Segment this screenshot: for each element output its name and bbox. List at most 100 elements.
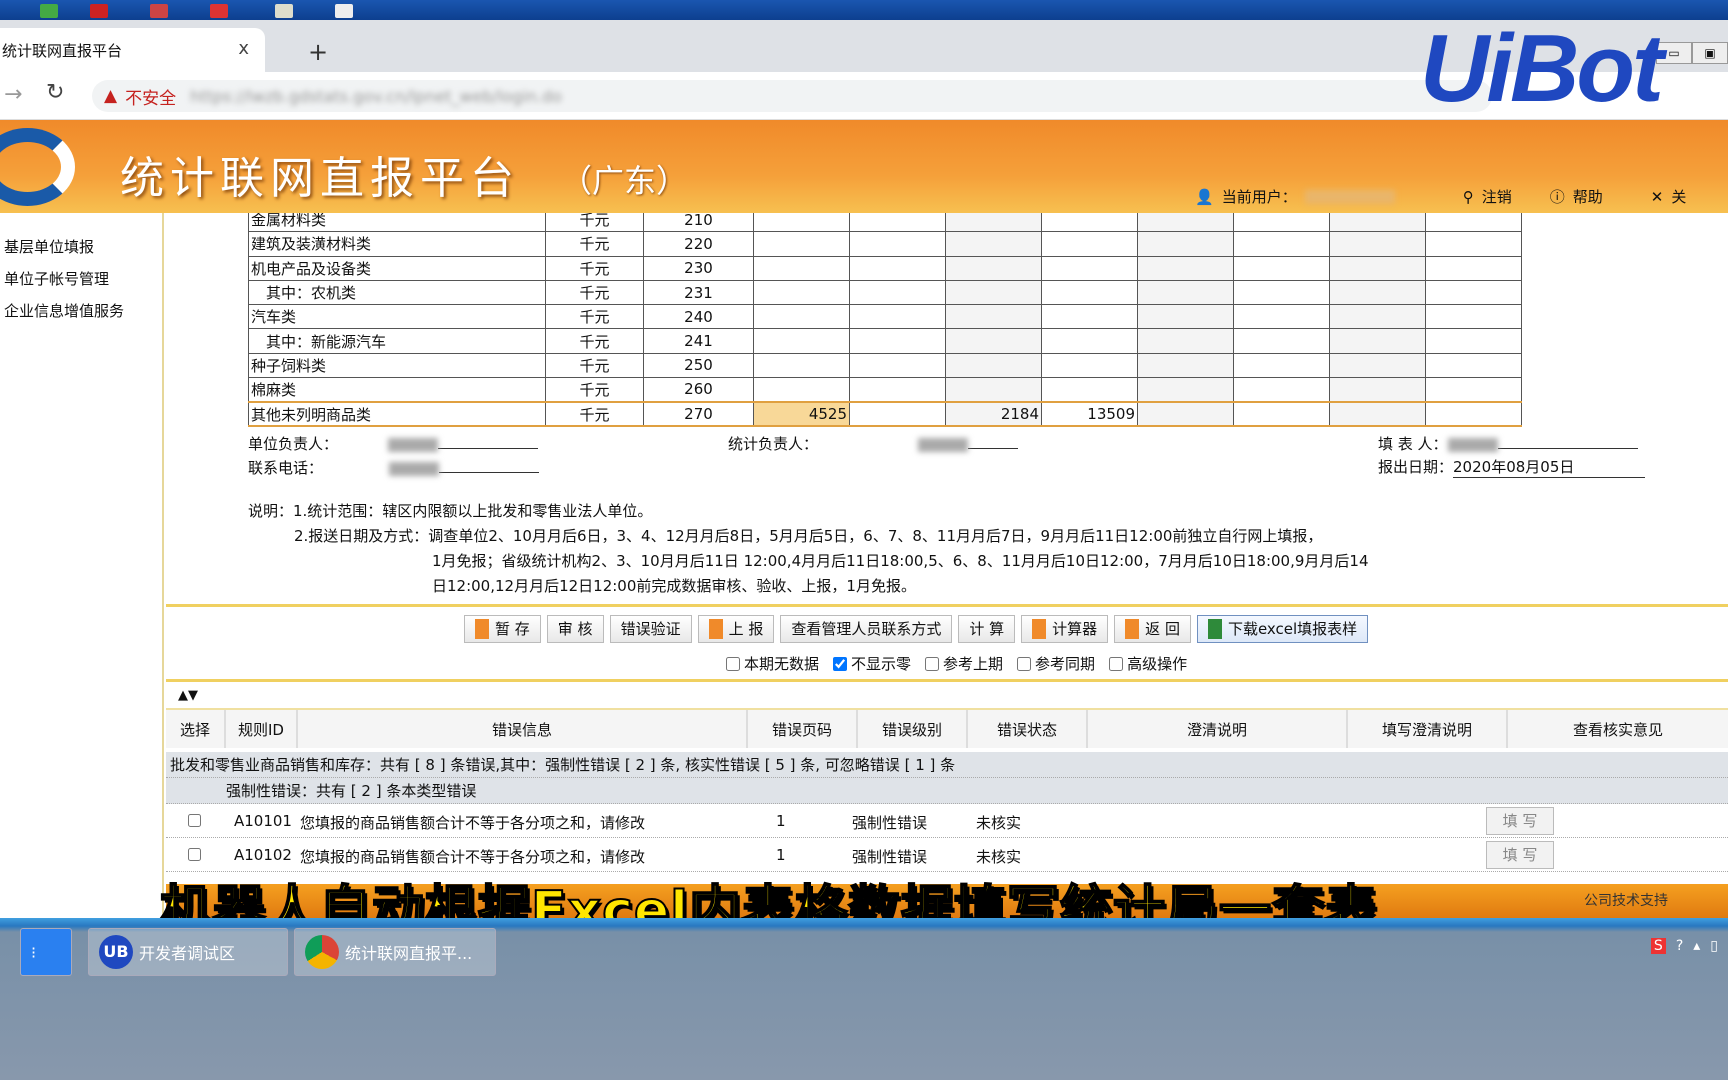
value-input-cell[interactable] [1425,213,1522,233]
advanced-checkbox[interactable]: 高级操作 [1109,653,1187,674]
value-input-cell[interactable]: 4525 [753,400,850,428]
value-input-cell[interactable] [1137,231,1234,257]
value-input-cell[interactable] [1041,231,1138,257]
calculate-button[interactable]: 计 算 [958,615,1016,643]
download-excel-button[interactable]: 下载excel填报表样 [1196,615,1369,643]
value-input-cell[interactable] [753,213,850,233]
value-input-cell[interactable] [945,328,1042,354]
review-button[interactable]: 审 核 [546,615,604,643]
desktop-app-icon[interactable] [210,4,228,18]
unit-head-value[interactable] [388,437,439,452]
logout-link[interactable]: 注销 [1481,188,1512,206]
fill-clarification-button[interactable]: 填 写 [1486,841,1554,869]
value-input-cell[interactable] [753,279,850,306]
checkbox[interactable] [1017,656,1032,671]
value-input-cell[interactable] [1425,328,1522,354]
taskbar-item-uibot[interactable]: UB 开发者调试区 [88,928,288,976]
ref-last-period-checkbox[interactable]: 参考上期 [925,653,1003,674]
security-label[interactable]: 不安全 [125,88,177,109]
stat-head-value[interactable] [918,437,969,452]
close-tab-icon[interactable]: x [238,38,249,59]
save-draft-button[interactable]: 暂 存 [464,615,541,643]
value-input-cell[interactable] [753,377,850,403]
value-input-cell[interactable] [1233,377,1330,403]
value-input-cell[interactable] [945,213,1042,233]
phone-value[interactable] [389,461,440,476]
value-input-cell[interactable] [849,304,946,330]
value-input-cell[interactable] [1137,352,1234,379]
value-input-cell[interactable] [1425,304,1522,330]
reload-icon[interactable]: ↻ [46,80,65,105]
desktop-app-icon[interactable] [90,4,108,18]
admin-contact-button[interactable]: 查看管理人员联系方式 [780,615,953,643]
value-input-cell[interactable] [945,377,1042,403]
value-input-cell[interactable] [849,213,946,233]
value-input-cell[interactable] [1329,400,1426,428]
new-tab-button[interactable]: + [308,38,329,66]
value-input-cell[interactable] [849,377,946,403]
value-input-cell[interactable] [1137,304,1234,330]
checkbox[interactable] [925,656,940,671]
value-input-cell[interactable] [1233,328,1330,354]
sidebar-item-grassroots-report[interactable]: 基层单位填报 [4,238,95,256]
value-input-cell[interactable] [1233,255,1330,281]
value-input-cell[interactable] [849,279,946,306]
sidebar-item-enterprise-service[interactable]: 企业信息增值服务 [4,302,125,320]
value-input-cell[interactable] [849,400,946,428]
value-input-cell[interactable] [945,352,1042,379]
value-input-cell[interactable] [1425,279,1522,306]
no-data-checkbox[interactable]: 本期无数据 [726,653,819,674]
value-input-cell[interactable] [1425,352,1522,379]
value-input-cell[interactable] [753,231,850,257]
value-input-cell[interactable] [1329,352,1426,379]
value-input-cell[interactable] [1233,231,1330,257]
value-input-cell[interactable] [753,255,850,281]
value-input-cell[interactable] [1137,255,1234,281]
value-input-cell[interactable] [753,304,850,330]
ref-same-period-checkbox[interactable]: 参考同期 [1017,653,1095,674]
fill-clarification-button[interactable]: 填 写 [1486,807,1554,835]
value-input-cell[interactable] [1425,231,1522,257]
value-input-cell[interactable] [1329,304,1426,330]
value-input-cell[interactable] [1041,377,1138,403]
show-hidden-icon[interactable]: ▴ [1693,938,1701,954]
checkbox[interactable] [1109,656,1124,671]
value-input-cell[interactable] [849,352,946,379]
value-input-cell[interactable] [1041,255,1138,281]
row-checkbox[interactable] [188,814,201,827]
value-input-cell[interactable] [1041,213,1138,233]
value-input-cell[interactable] [1041,352,1138,379]
value-input-cell[interactable] [945,255,1042,281]
date-value[interactable]: 2020年08月05日 [1453,456,1646,478]
browser-tab[interactable]: 统计联网直报平台 x [0,28,265,72]
value-input-cell[interactable] [1233,352,1330,379]
checkbox[interactable] [726,656,740,671]
maximize-icon[interactable]: ▣ [1692,42,1728,64]
value-input-cell[interactable] [1137,400,1234,428]
value-input-cell[interactable] [945,231,1042,257]
value-input-cell[interactable]: 13509 [1041,400,1138,428]
value-input-cell[interactable] [849,255,946,281]
help-link[interactable]: 帮助 [1572,188,1603,206]
value-input-cell[interactable] [1329,377,1426,403]
value-input-cell[interactable] [1425,377,1522,403]
row-checkbox[interactable] [188,848,201,861]
value-input-cell[interactable] [1041,328,1138,354]
value-input-cell[interactable] [1425,400,1522,428]
value-input-cell[interactable] [849,231,946,257]
value-input-cell[interactable] [945,304,1042,330]
error-check-button[interactable]: 错误验证 [609,615,692,643]
close-link[interactable]: 关 [1671,188,1687,206]
value-input-cell[interactable] [1329,255,1426,281]
value-input-cell[interactable] [1329,328,1426,354]
url-input[interactable]: ▲ 不安全 https://lwzb.gdstats.gov.cn/lpnet_… [92,80,1492,112]
value-input-cell[interactable] [1233,279,1330,306]
value-input-cell[interactable] [1233,304,1330,330]
value-input-cell[interactable] [1329,231,1426,257]
value-input-cell[interactable] [1137,328,1234,354]
desktop-app-icon[interactable] [40,4,58,18]
value-input-cell[interactable]: 2184 [945,400,1042,428]
sogou-ime-icon[interactable]: S [1650,938,1666,954]
filler-value[interactable] [1447,437,1498,452]
forward-icon[interactable]: → [4,82,23,107]
